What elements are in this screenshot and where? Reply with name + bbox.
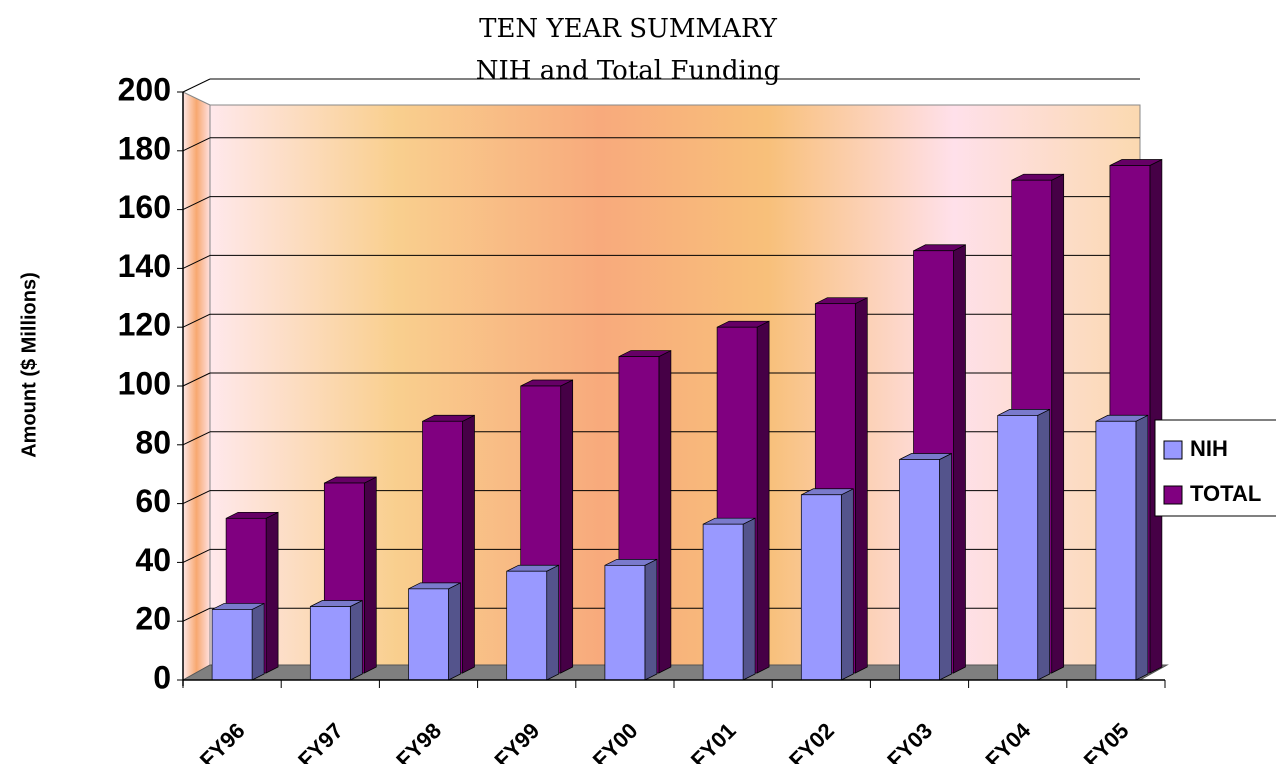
bar-front <box>408 588 449 681</box>
grid-line <box>182 548 211 563</box>
bar-side <box>546 564 560 681</box>
x-tick-label: FY98 <box>391 718 446 764</box>
side-wall <box>182 91 211 681</box>
legend-label: TOTAL <box>1190 481 1261 506</box>
grid-line <box>182 196 211 211</box>
bar-front <box>211 609 253 681</box>
y-tick-label: 40 <box>135 542 171 578</box>
chart-subtitle: NIH and Total Funding <box>476 56 781 86</box>
bar <box>702 517 756 681</box>
x-tick-label: FY05 <box>1079 718 1134 764</box>
x-tick-label: FY99 <box>489 718 544 764</box>
bar-side <box>265 511 279 674</box>
x-tick-label: FY97 <box>293 718 348 764</box>
x-tick-label: FY02 <box>784 718 839 764</box>
bar-front <box>309 606 351 681</box>
x-tick-label: FY04 <box>980 717 1035 764</box>
x-tick-label: FY03 <box>882 718 937 764</box>
bar-side <box>1135 414 1149 681</box>
bar-side <box>756 320 770 674</box>
bar-side <box>742 517 756 681</box>
grid-line <box>182 137 211 152</box>
y-tick-label: 80 <box>135 424 171 460</box>
legend-swatch <box>1163 440 1183 460</box>
grid-line <box>182 607 211 622</box>
y-tick-label: 180 <box>118 130 171 166</box>
grid-line <box>182 78 211 93</box>
y-axis-label: Amount ($ Millions) <box>18 272 40 458</box>
bar-side <box>644 558 658 681</box>
x-tick-label: FY00 <box>588 718 643 764</box>
bar-front <box>506 570 548 681</box>
y-tick-label: 60 <box>135 483 171 519</box>
bar-side <box>658 350 672 674</box>
bar <box>309 599 363 681</box>
y-tick-label: 0 <box>153 659 171 695</box>
bar <box>408 582 461 681</box>
bar-side <box>462 414 475 674</box>
bar-side <box>939 452 952 681</box>
grid-line <box>182 431 211 446</box>
bar-front <box>1095 420 1137 681</box>
bar-side <box>363 476 377 674</box>
bar-side <box>953 244 966 674</box>
grid-line <box>182 372 211 387</box>
bar <box>899 452 952 681</box>
bar-front <box>899 459 940 681</box>
bar-front <box>800 494 842 681</box>
bar <box>211 602 265 681</box>
y-tick-label: 160 <box>118 189 171 225</box>
y-tick-label: 140 <box>118 248 171 284</box>
bar-side <box>251 602 265 681</box>
bar-side <box>1149 158 1163 674</box>
bar-side <box>448 582 461 681</box>
y-tick-label: 200 <box>118 71 171 107</box>
legend-label: NIH <box>1190 436 1228 461</box>
bar-side <box>1051 173 1065 674</box>
bar <box>997 408 1051 681</box>
bar-front <box>997 415 1039 681</box>
bar-side <box>1037 408 1051 681</box>
grid-line <box>182 254 211 269</box>
grid-line <box>182 313 211 328</box>
bar <box>604 558 658 681</box>
bar <box>800 488 854 681</box>
bar <box>1095 414 1149 681</box>
y-tick-label: 100 <box>118 365 171 401</box>
bar-side <box>349 599 363 681</box>
x-tick-label: FY01 <box>686 718 741 764</box>
bar-side <box>840 488 854 681</box>
y-tick-label: 20 <box>135 601 171 637</box>
bar-front <box>604 564 646 681</box>
x-tick-label: FY96 <box>195 718 250 764</box>
legend-swatch <box>1163 485 1183 505</box>
bar-front <box>702 523 744 681</box>
bar-side <box>560 379 574 674</box>
y-tick-label: 120 <box>118 307 171 343</box>
bar-side <box>854 297 868 674</box>
chart-title: TEN YEAR SUMMARY <box>479 14 778 44</box>
grid-line <box>182 490 211 505</box>
bar <box>506 564 560 681</box>
